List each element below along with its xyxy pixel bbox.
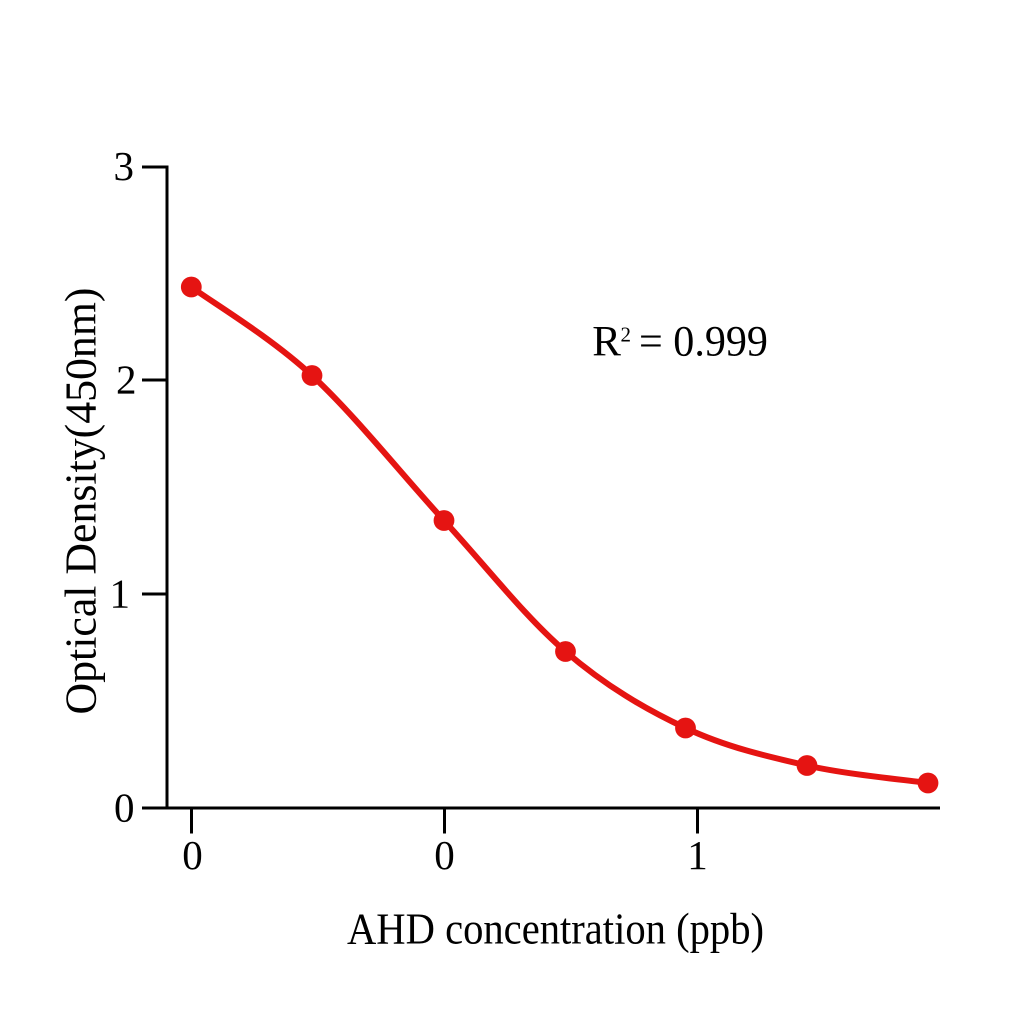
svg-text:1: 1 — [110, 571, 131, 617]
svg-text:2: 2 — [621, 323, 632, 347]
svg-text:AHD concentration (ppb): AHD concentration (ppb) — [347, 905, 764, 954]
svg-text:= 0.999: = 0.999 — [639, 319, 768, 366]
svg-text:0: 0 — [434, 832, 455, 878]
svg-text:0: 0 — [182, 832, 203, 878]
svg-text:0: 0 — [114, 785, 135, 831]
svg-text:2: 2 — [116, 357, 137, 403]
svg-text:R: R — [592, 319, 621, 366]
svg-text:1: 1 — [687, 832, 708, 878]
svg-text:3: 3 — [114, 143, 135, 189]
svg-text:Optical Density(450nm): Optical Density(450nm) — [57, 288, 106, 715]
